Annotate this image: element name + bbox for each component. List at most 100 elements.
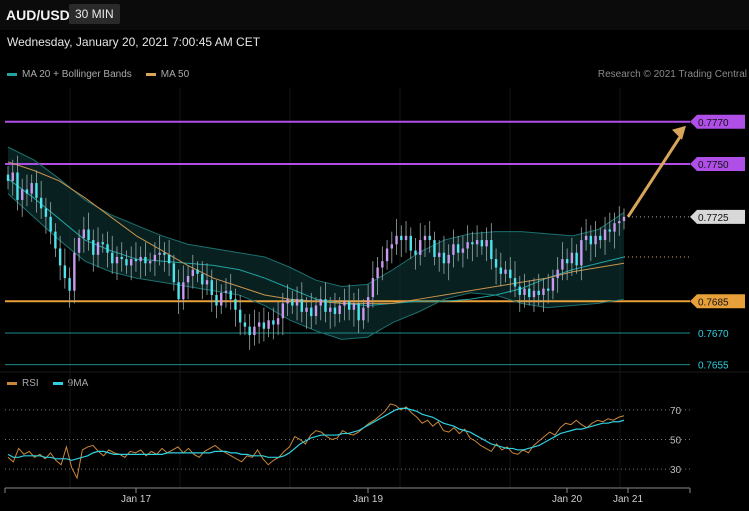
candle-body — [220, 292, 223, 306]
price-label-current: 0.7725 — [698, 213, 729, 224]
candle-body — [319, 299, 322, 306]
candle-body — [115, 256, 119, 264]
legend-swatch-rsi — [7, 381, 17, 385]
candle-body — [546, 288, 550, 291]
legend-swatch-ma50 — [145, 72, 156, 76]
candle-body — [513, 278, 517, 287]
candle-body — [366, 297, 370, 308]
candle-body — [414, 250, 417, 255]
legend-label-9ma: 9MA — [67, 378, 89, 389]
candle-body — [618, 221, 621, 224]
price-tag-0-7750 — [690, 157, 745, 172]
candle-body — [381, 261, 384, 268]
candle-body — [347, 301, 351, 310]
price-tag-current — [690, 209, 745, 224]
candle-body — [111, 252, 114, 264]
candle-body — [518, 286, 521, 295]
candle-body — [58, 248, 62, 266]
candle-body — [63, 265, 67, 279]
candle-body — [499, 267, 502, 274]
x-tick-label-jan-21: Jan 21 — [613, 494, 643, 505]
legend-swatch-9ma — [52, 381, 63, 385]
candle-body — [622, 216, 626, 222]
candle-body — [532, 290, 536, 298]
candle-body — [603, 229, 607, 241]
candle-body — [475, 240, 479, 245]
candle-body — [438, 252, 441, 257]
candle-body — [229, 290, 232, 300]
candle-body — [281, 303, 285, 319]
candle-body — [148, 261, 152, 264]
candle-body — [30, 183, 33, 194]
legend-item-ma50: MA 50 — [145, 69, 190, 80]
candle-body — [419, 240, 422, 255]
price-label-0-7770: 0.7770 — [698, 118, 729, 129]
candle-body — [456, 244, 460, 253]
candle-body — [234, 299, 237, 310]
legend-label-rsi: RSI — [22, 378, 39, 389]
candle-body — [205, 280, 209, 285]
candle-body — [215, 294, 218, 306]
interval-button[interactable]: 30 MIN — [69, 4, 120, 24]
price-label-0-7685: 0.7685 — [698, 297, 729, 308]
candle-body — [238, 309, 242, 323]
candle-body — [570, 252, 574, 264]
candle-body — [167, 254, 171, 264]
candle-body — [409, 235, 412, 251]
candle-body — [87, 229, 90, 241]
candle-body — [471, 242, 474, 245]
candle-body — [96, 242, 100, 255]
candle-body — [25, 189, 29, 194]
header-bar: AUD/USD 30 MIN — [0, 0, 749, 30]
rsi-tick-label-30: 30 — [670, 465, 682, 476]
projection-arrow-shaft — [626, 132, 684, 218]
legend-label-ma20: MA 20 + Bollinger Bands — [22, 69, 132, 80]
price-label-0-7750: 0.7750 — [698, 160, 729, 171]
timestamp: Wednesday, January 20, 2021 7:00:45 AM C… — [7, 35, 261, 49]
candle-body — [153, 254, 157, 262]
bollinger-band-area — [8, 147, 624, 340]
candle-body — [485, 240, 488, 247]
candle-body — [196, 269, 199, 274]
candle-body — [224, 290, 228, 293]
bollinger-upper-line — [7, 146, 625, 288]
candle-body — [352, 303, 356, 310]
candle-body — [210, 280, 213, 295]
candle-body — [575, 252, 578, 266]
price-label-0-7670: 0.7670 — [698, 329, 729, 340]
candle-body — [404, 235, 408, 241]
candle-body — [338, 305, 341, 314]
candle-body — [300, 299, 303, 312]
candle-body — [561, 259, 564, 270]
candle-body — [158, 252, 161, 255]
rsi-line — [7, 403, 625, 480]
candle-body — [376, 267, 379, 279]
price-tag-0-7685 — [690, 294, 745, 309]
candle-body — [177, 282, 180, 300]
candle-body — [101, 242, 104, 245]
legend-item-rsi: RSI — [7, 378, 39, 389]
candle-body — [357, 303, 360, 321]
candle-body — [134, 259, 138, 262]
candle-body — [286, 299, 289, 304]
candle-body — [580, 240, 583, 266]
candle-body — [466, 242, 469, 249]
candle-body — [537, 290, 540, 295]
candle-body — [509, 269, 512, 279]
candle-body — [390, 244, 394, 249]
legend-label-ma50: MA 50 — [160, 69, 190, 80]
candle-body — [39, 197, 43, 209]
candle-body — [442, 252, 446, 264]
candle-body — [267, 320, 270, 329]
candle-body — [343, 301, 346, 306]
candle-body — [44, 208, 48, 217]
candle-body — [295, 299, 299, 306]
candle-body — [172, 263, 176, 283]
symbol-title: AUD/USD — [6, 7, 70, 23]
candle-body — [139, 256, 142, 262]
x-tick-label-jan-17: Jan 17 — [121, 494, 151, 505]
candle-body — [371, 278, 375, 298]
candle-body — [272, 320, 275, 325]
candle-body — [92, 240, 95, 255]
rsi-legend: RSI 9MA — [7, 378, 88, 389]
